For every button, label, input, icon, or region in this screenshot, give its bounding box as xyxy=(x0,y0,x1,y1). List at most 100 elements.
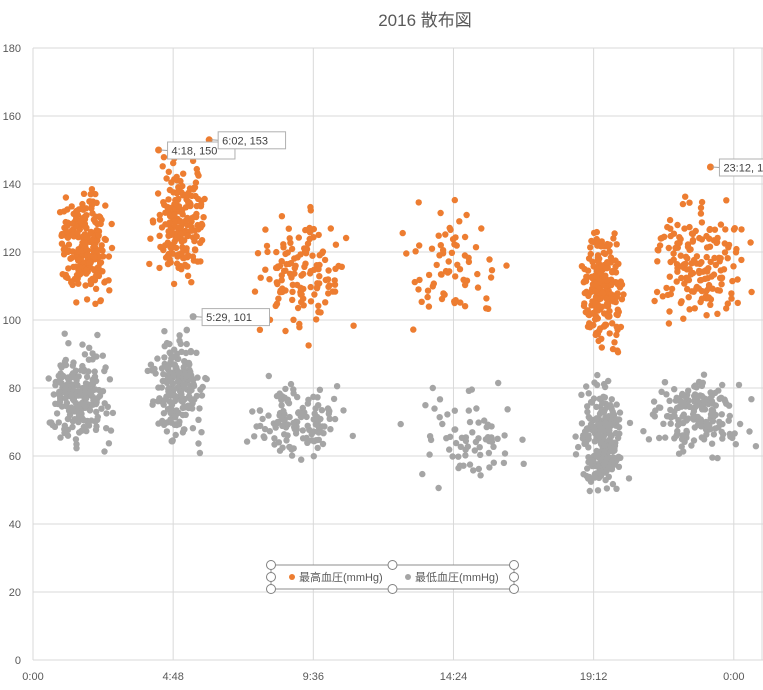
diastolic-point xyxy=(286,443,293,451)
systolic-point xyxy=(681,280,688,287)
diastolic-point xyxy=(477,451,484,459)
systolic-point xyxy=(474,284,482,291)
diastolic-point xyxy=(173,421,180,429)
y-tick-label: 40 xyxy=(9,519,21,531)
data-label-box xyxy=(201,308,271,327)
systolic-point xyxy=(721,249,729,256)
systolic-point xyxy=(653,288,661,296)
systolic-point xyxy=(612,298,619,306)
diastolic-point xyxy=(645,436,653,443)
diastolic-point xyxy=(464,443,471,450)
systolic-point xyxy=(609,345,617,353)
diastolic-point xyxy=(189,425,197,432)
diastolic-point xyxy=(587,398,595,406)
systolic-point xyxy=(415,199,422,206)
systolic-point xyxy=(332,265,339,272)
diastolic-point xyxy=(608,396,615,403)
systolic-point xyxy=(190,186,197,193)
diastolic-point xyxy=(74,382,81,389)
systolic-point xyxy=(667,232,674,240)
diastolic-point xyxy=(278,402,285,409)
diastolic-point xyxy=(682,394,690,401)
diastolic-point xyxy=(52,400,59,407)
systolic-point xyxy=(656,242,664,249)
diastolic-point xyxy=(452,426,459,433)
diastolic-point xyxy=(299,427,306,434)
diastolic-point xyxy=(666,397,673,404)
data-labels: 4:18, 150 6:02, 153 23:12, 145 5:29, 101 xyxy=(160,131,763,327)
diastolic-point xyxy=(85,356,93,363)
systolic-point xyxy=(685,294,692,301)
diastolic-point xyxy=(172,394,180,401)
diastolic-point xyxy=(703,431,710,438)
diastolic-point xyxy=(435,484,442,492)
systolic-point xyxy=(97,259,104,266)
systolic-point xyxy=(56,209,64,216)
systolic-point xyxy=(403,250,410,257)
systolic-point xyxy=(302,250,310,257)
diastolic-point xyxy=(584,475,592,482)
systolic-point xyxy=(178,266,185,273)
diastolic-point xyxy=(476,444,483,451)
systolic-point xyxy=(748,288,755,296)
systolic-point xyxy=(425,271,433,279)
diastolic-point xyxy=(663,391,670,398)
legend[interactable]: 最高血圧(mmHg) 最低血圧(mmHg) xyxy=(266,560,519,594)
systolic-point xyxy=(711,226,719,233)
diastolic-point xyxy=(475,465,482,473)
diastolic-point xyxy=(160,371,167,378)
diastolic-point xyxy=(65,377,72,384)
systolic-point xyxy=(156,211,163,219)
diastolic-point xyxy=(283,437,290,444)
systolic-point xyxy=(720,266,728,273)
diastolic-point xyxy=(187,348,194,356)
diastolic-point xyxy=(279,444,286,451)
y-tick-label: 60 xyxy=(9,451,21,463)
diastolic-point xyxy=(69,373,77,381)
systolic-point xyxy=(677,252,684,259)
diastolic-point xyxy=(698,392,706,400)
systolic-point xyxy=(666,273,673,280)
diastolic-point xyxy=(333,383,341,390)
diastolic-point xyxy=(280,407,287,415)
diastolic-point xyxy=(426,433,434,440)
systolic-point xyxy=(724,300,731,307)
systolic-point xyxy=(322,299,329,306)
systolic-point xyxy=(164,252,171,260)
systolic-point xyxy=(180,170,187,177)
systolic-point xyxy=(714,310,721,317)
diastolic-point xyxy=(675,450,683,457)
systolic-point xyxy=(611,230,618,237)
systolic-point xyxy=(315,231,322,239)
diastolic-point xyxy=(616,409,624,416)
systolic-point xyxy=(658,234,666,242)
diastolic-point xyxy=(601,442,608,449)
systolic-point xyxy=(580,302,588,310)
systolic-point xyxy=(278,277,285,284)
systolic-point xyxy=(166,186,174,194)
systolic-point xyxy=(667,290,674,298)
legend-label: 最高血圧(mmHg) xyxy=(299,570,383,584)
systolic-point xyxy=(678,298,685,305)
systolic-point xyxy=(68,279,75,286)
diastolic-point xyxy=(584,425,591,432)
diastolic-point xyxy=(327,426,334,433)
systolic-point xyxy=(163,175,170,182)
diastolic-point xyxy=(80,366,88,373)
diastolic-point xyxy=(274,418,281,426)
systolic-point xyxy=(666,308,673,315)
diastolic-point xyxy=(449,453,456,460)
systolic-point xyxy=(77,217,84,224)
diastolic-point xyxy=(256,407,264,414)
systolic-point xyxy=(177,177,184,185)
systolic-point xyxy=(81,239,88,247)
diastolic-point xyxy=(154,355,161,362)
systolic-point xyxy=(730,263,737,270)
diastolic-point xyxy=(69,418,77,425)
diastolic-point xyxy=(92,426,100,433)
systolic-point xyxy=(63,227,70,235)
systolic-point xyxy=(474,270,481,278)
diastolic-point xyxy=(657,404,664,411)
systolic-point xyxy=(412,248,419,255)
systolic-point xyxy=(198,220,205,228)
